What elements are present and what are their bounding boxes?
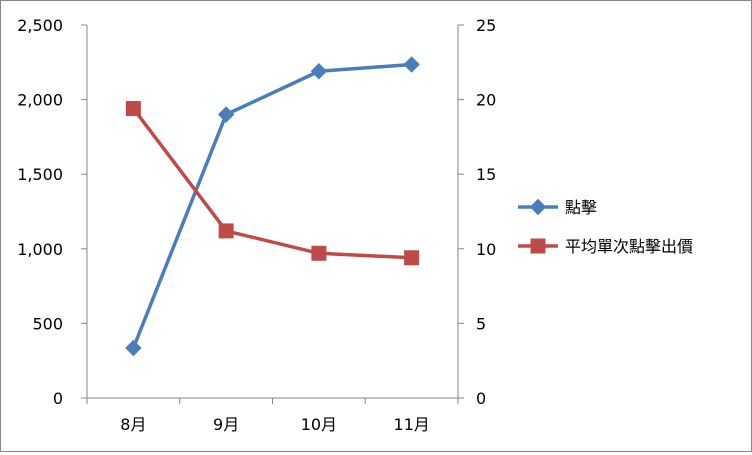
data-point	[125, 101, 141, 117]
x-tick-label: 11月	[393, 415, 429, 434]
x-tick-label: 9月	[213, 415, 239, 434]
data-point	[217, 106, 235, 123]
right-tick-label: 15	[476, 165, 496, 184]
data-point	[311, 245, 327, 261]
legend-entry-1: 點擊	[518, 198, 597, 217]
left-tick-label: 0	[53, 389, 63, 408]
legend-label: 平均單次點擊出價	[565, 237, 693, 256]
data-point	[404, 250, 420, 266]
legend-label: 點擊	[565, 198, 597, 217]
series-line	[131, 107, 412, 260]
series	[125, 56, 420, 357]
left-tick-label: 2,500	[17, 16, 63, 35]
data-point	[218, 223, 234, 239]
data-point	[403, 56, 420, 73]
legend-marker	[530, 238, 546, 254]
legend-entry-2: 平均單次點擊出價	[518, 237, 693, 256]
right-tick-label: 20	[476, 91, 496, 110]
data-point	[310, 63, 328, 80]
right-tick-label: 5	[476, 314, 486, 333]
data-point	[125, 339, 142, 357]
series-line	[131, 62, 412, 349]
x-tick-label: 8月	[120, 415, 146, 434]
left-tick-label: 1,500	[17, 165, 63, 184]
right-tick-label: 25	[476, 16, 496, 35]
right-tick-label: 10	[476, 240, 496, 259]
legend-marker	[529, 198, 547, 216]
series-2	[125, 101, 420, 266]
left-tick-label: 2,000	[17, 91, 63, 110]
x-tick-label: 10月	[301, 415, 337, 434]
left-tick-label: 1,000	[17, 240, 63, 259]
left-tick-label: 500	[32, 314, 63, 333]
right-tick-label: 0	[476, 389, 486, 408]
axes: 0 500 1,000 1,500 2,000 2,500 0 5 10 15 20 25 8月 9月 10…	[17, 16, 496, 434]
series-1	[125, 56, 420, 357]
